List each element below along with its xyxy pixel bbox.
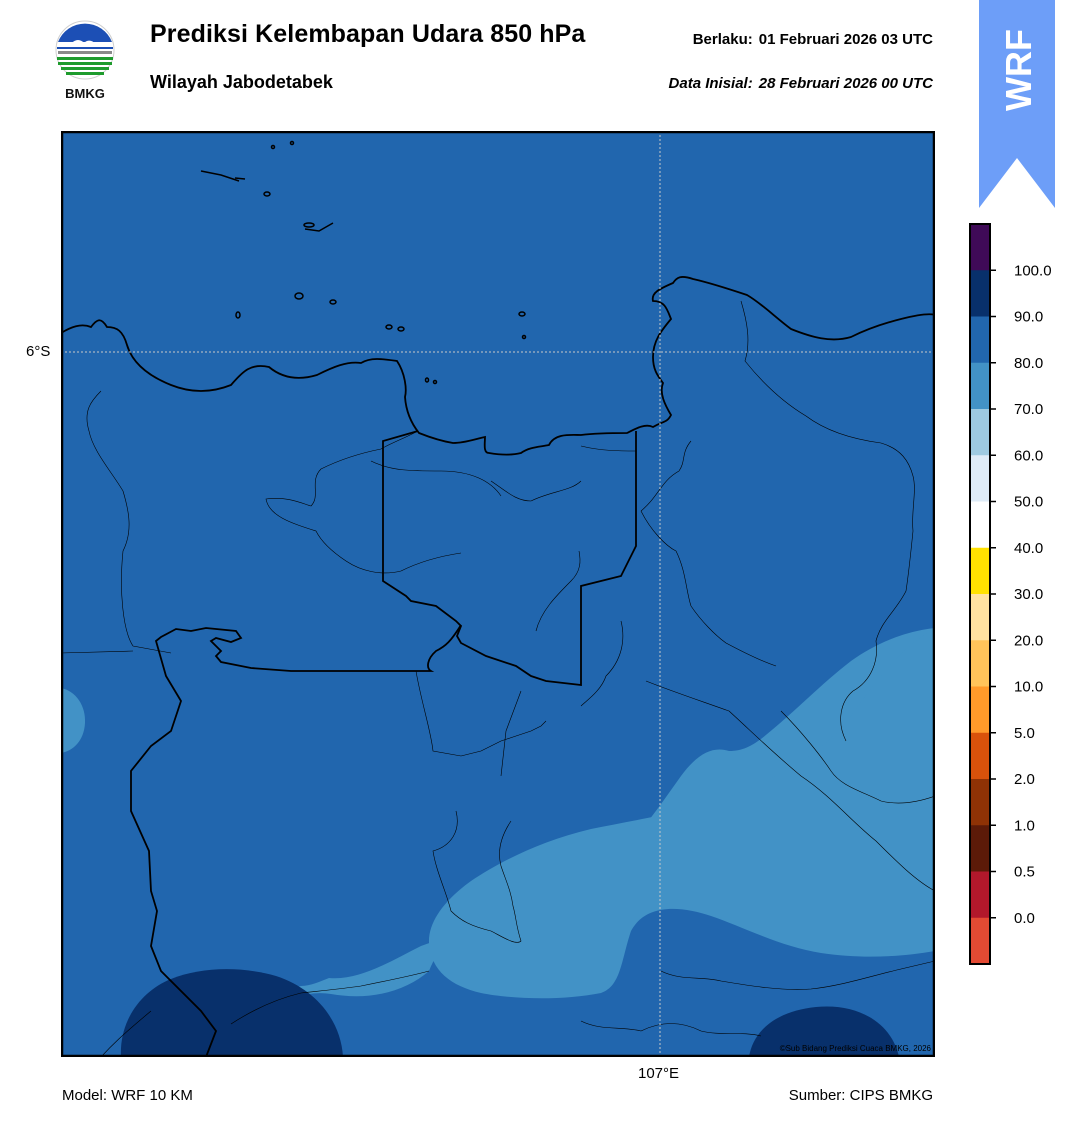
init-time: Data Inisial: 28 Februari 2026 00 UTC	[669, 75, 933, 92]
humidity-map: ©Sub Bidang Prediksi Cuaca BMKG, 2026	[60, 130, 936, 1058]
colorbar-label: 100.0	[1014, 262, 1052, 279]
colorbar-label: 50.0	[1014, 494, 1043, 511]
colorbar-segment	[970, 871, 990, 919]
source-info: Sumber: CIPS BMKG	[788, 1087, 933, 1104]
latitude-label: 6°S	[26, 343, 51, 360]
colorbar-segment	[970, 732, 990, 780]
colorbar-label: 40.0	[1014, 540, 1043, 557]
region-subtitle: Wilayah Jabodetabek	[150, 72, 333, 92]
islands	[200, 140, 527, 385]
valid-time-value: 01 Februari 2026 03 UTC	[758, 31, 933, 48]
colorbar-label: 90.0	[1014, 309, 1043, 326]
humidity-field-90-100-southwest	[120, 969, 344, 1057]
humidity-field-70-80-west	[61, 688, 86, 753]
valid-time-label: Berlaku:	[692, 31, 753, 48]
map-frame	[60, 130, 936, 1058]
colorbar-segment	[970, 594, 990, 641]
colorbar-segment	[970, 547, 990, 595]
logo-text: BMKG	[65, 86, 105, 101]
colorbar-segment	[970, 917, 990, 965]
colorbar-label: 1.0	[1014, 817, 1035, 834]
map-credit: ©Sub Bidang Prediksi Cuaca BMKG, 2026	[780, 1044, 932, 1053]
administrative-boundaries	[61, 300, 935, 1057]
wrf-badge: WRF	[979, 0, 1055, 210]
colorbar-segment	[970, 362, 990, 410]
humidity-field-70-80-band	[428, 629, 935, 999]
colorbar-label: 0.5	[1014, 864, 1035, 881]
colorbar: 100.0 90.0 80.0 70.0 60.0 50.0 40.0 30.0 20.0 10.…	[966, 222, 1076, 968]
colorbar-segment	[970, 409, 990, 456]
wrf-badge-ribbon-icon	[979, 0, 1055, 208]
chart-title: Prediksi Kelembapan Udara 850 hPa	[150, 20, 586, 48]
colorbar-label: 70.0	[1014, 401, 1043, 418]
colorbar-label: 30.0	[1014, 586, 1043, 603]
colorbar-frame	[969, 223, 991, 965]
colorbar-segment	[970, 779, 990, 826]
humidity-field-90-100-southeast	[749, 1006, 899, 1057]
coastline	[61, 276, 935, 1057]
colorbar-segment	[970, 825, 990, 872]
init-time-label: Data Inisial:	[668, 75, 753, 92]
colorbar-segment	[970, 270, 990, 317]
colorbar-segment	[970, 455, 990, 502]
colorbar-segment	[970, 640, 990, 687]
colorbar-segment	[970, 316, 990, 364]
colorbar-label: 20.0	[1014, 632, 1043, 649]
colorbar-segment	[970, 501, 990, 549]
bmkg-logo: BMKG	[52, 20, 118, 102]
wrf-badge-text: WRF	[998, 29, 1039, 111]
colorbar-label: 2.0	[1014, 771, 1035, 788]
bmkg-logo-icon: BMKG	[55, 20, 115, 101]
colorbar-segment	[970, 224, 990, 271]
humidity-field-70-80-band	[268, 628, 935, 1011]
colorbar-segment	[970, 686, 990, 734]
valid-time: Berlaku: 01 Februari 2026 03 UTC	[693, 31, 933, 48]
colorbar-label: 0.0	[1014, 910, 1035, 927]
colorbar-label: 5.0	[1014, 725, 1035, 742]
colorbar-label: 80.0	[1014, 355, 1043, 372]
colorbar-label: 60.0	[1014, 447, 1043, 464]
init-time-value: 28 Februari 2026 00 UTC	[758, 75, 933, 92]
colorbar-label: 10.0	[1014, 679, 1043, 696]
model-info: Model: WRF 10 KM	[62, 1087, 193, 1104]
longitude-label: 107°E	[638, 1065, 680, 1082]
